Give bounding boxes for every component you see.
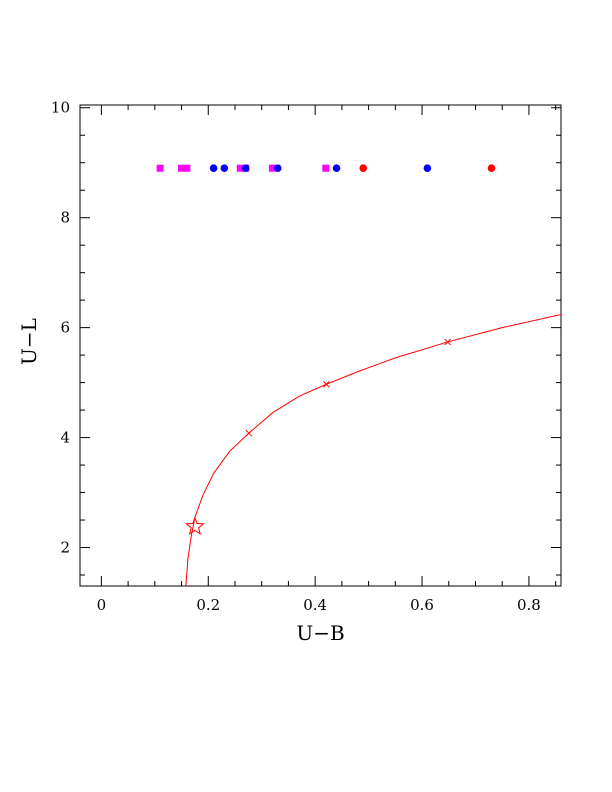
square-point bbox=[322, 164, 330, 172]
series-1 bbox=[209, 164, 432, 173]
circle-point bbox=[359, 164, 368, 173]
x-tick-label: 0.8 bbox=[517, 596, 541, 614]
cross-point bbox=[245, 429, 253, 437]
series-3 bbox=[185, 313, 561, 586]
y-tick-label: 6 bbox=[60, 319, 70, 337]
y-tick-label: 4 bbox=[60, 429, 70, 447]
square-point bbox=[183, 164, 191, 172]
y-tick-label: 8 bbox=[60, 209, 70, 227]
x-tick-label: 0.6 bbox=[410, 596, 434, 614]
y-tick-label: 2 bbox=[60, 539, 70, 557]
circle-point bbox=[273, 164, 282, 173]
circle-point bbox=[220, 164, 229, 173]
star-point bbox=[185, 516, 205, 536]
circle-point bbox=[423, 164, 432, 173]
circle-point bbox=[487, 164, 496, 173]
square-point bbox=[268, 164, 276, 172]
series-5 bbox=[185, 516, 205, 536]
square-point bbox=[156, 164, 164, 172]
circle-point bbox=[209, 164, 218, 173]
y-axis-label: U−L bbox=[17, 318, 41, 365]
y-tick-label: 10 bbox=[51, 99, 70, 117]
square-point bbox=[178, 164, 186, 172]
series-4 bbox=[245, 338, 452, 437]
plot-frame bbox=[79, 104, 562, 587]
x-axis-label: U−B bbox=[296, 621, 344, 645]
x-tick-label: 0 bbox=[97, 596, 107, 614]
circle-point bbox=[332, 164, 341, 173]
x-tick-label: 0.2 bbox=[196, 596, 220, 614]
cross-point bbox=[444, 338, 452, 346]
cross-point bbox=[323, 380, 330, 388]
series-2 bbox=[359, 164, 496, 173]
curve-line bbox=[185, 313, 561, 586]
square-point bbox=[236, 164, 244, 172]
x-tick-label: 0.4 bbox=[303, 596, 327, 614]
circle-point bbox=[241, 164, 250, 173]
